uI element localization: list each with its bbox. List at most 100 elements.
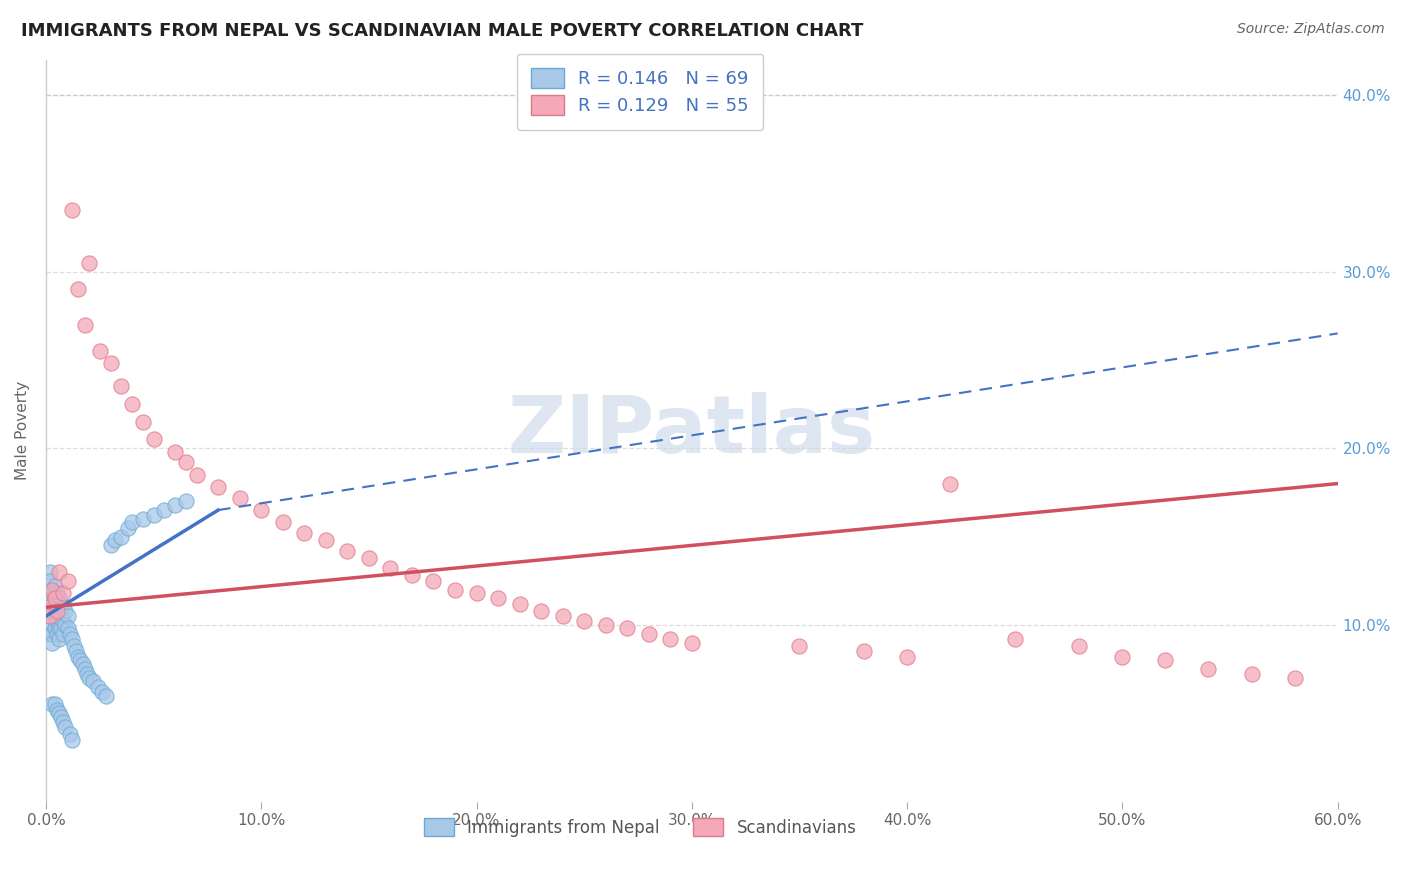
Point (39, 609, 62, 624)
Point (53, 720, 76, 734)
Point (1154, 653, 1177, 667)
Point (153, 503, 176, 517)
Point (41, 635, 63, 649)
Point (77, 256, 100, 270)
Point (41, 604, 63, 618)
Point (174, 455, 197, 469)
Point (39, 565, 62, 579)
Point (165, 498, 187, 512)
Point (52, 600, 75, 615)
Point (1240, 667, 1263, 681)
Point (37, 591, 59, 606)
Point (56, 609, 79, 624)
Point (100, 356, 122, 370)
Point (56, 622, 79, 636)
Point (48, 591, 70, 606)
Point (73, 662, 96, 676)
Point (41, 591, 63, 606)
Point (52, 715, 75, 730)
Point (39, 586, 62, 600)
Point (1069, 639, 1091, 653)
Point (52, 586, 75, 600)
Point (56, 574, 79, 588)
Point (37, 600, 59, 615)
Point (465, 586, 488, 600)
Point (60, 732, 83, 747)
Point (110, 530, 132, 544)
Point (41, 626, 63, 640)
Point (41, 618, 63, 632)
Point (59, 727, 82, 741)
Point (49, 622, 72, 636)
Point (86, 680, 108, 694)
Point (1111, 649, 1133, 664)
Point (165, 444, 187, 458)
Point (89, 344, 111, 359)
Point (142, 433, 165, 447)
Point (41, 698, 63, 712)
Point (52, 615, 75, 629)
Point (49, 597, 72, 611)
Point (572, 615, 595, 629)
Point (186, 467, 208, 482)
Point (1198, 662, 1220, 676)
Point (616, 622, 638, 636)
Point (67, 282, 90, 296)
Point (49, 710, 72, 724)
Point (551, 609, 574, 624)
Point (44, 698, 66, 712)
Point (45, 703, 67, 717)
Point (45, 626, 67, 640)
Point (65, 644, 87, 658)
Point (37, 582, 59, 597)
Point (939, 476, 962, 491)
Point (422, 574, 444, 588)
Point (132, 512, 155, 526)
Point (72, 657, 94, 671)
Point (96, 689, 118, 703)
Y-axis label: Male Poverty: Male Poverty (15, 381, 30, 480)
Point (207, 480, 229, 494)
Point (380, 561, 402, 575)
Point (117, 521, 139, 535)
Point (44, 591, 66, 606)
Point (121, 397, 143, 411)
Point (142, 508, 165, 523)
Point (45, 604, 67, 618)
Point (250, 503, 273, 517)
Point (401, 568, 423, 582)
Point (1004, 632, 1026, 646)
Point (357, 550, 380, 565)
Point (48, 632, 70, 646)
Text: ZIPatlas: ZIPatlas (508, 392, 876, 469)
Point (82, 674, 104, 689)
Point (76, 667, 98, 681)
Point (39, 597, 62, 611)
Point (637, 626, 659, 640)
Point (789, 639, 811, 653)
Point (63, 639, 86, 653)
Point (44, 604, 66, 618)
Point (67, 649, 90, 664)
Point (39, 609, 62, 624)
Point (104, 533, 127, 548)
Point (44, 579, 66, 593)
Point (60, 632, 83, 646)
Point (48, 565, 70, 579)
Point (228, 491, 250, 505)
Point (69, 653, 91, 667)
Point (315, 533, 337, 548)
Point (37, 626, 59, 640)
Point (659, 632, 682, 646)
Point (41, 582, 63, 597)
Point (91, 685, 114, 699)
Point (73, 318, 96, 332)
Point (896, 649, 918, 664)
Point (52, 626, 75, 640)
Point (60, 202, 83, 217)
Point (59, 626, 82, 640)
Point (486, 591, 509, 606)
Point (121, 516, 143, 530)
Point (37, 600, 59, 615)
Point (530, 604, 553, 618)
